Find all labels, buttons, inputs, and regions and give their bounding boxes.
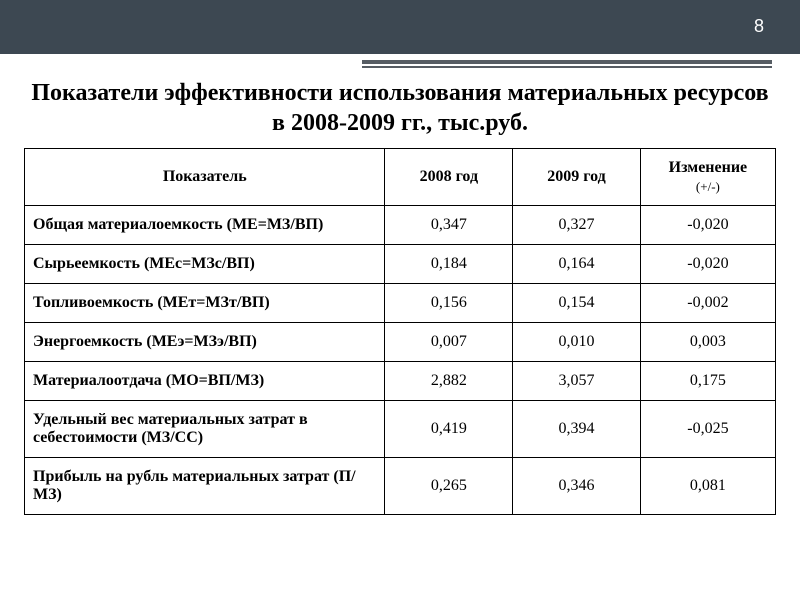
cell-2009: 0,394 [513, 401, 641, 458]
table-row: Энергоемкость (МЕэ=МЗэ/ВП)0,0070,0100,00… [25, 323, 776, 362]
col-header-indicator: Показатель [25, 149, 385, 206]
cell-2008: 0,265 [385, 458, 513, 515]
indicators-table: Показатель 2008 год 2009 год Изменение (… [24, 148, 776, 515]
cell-indicator: Прибыль на рубль материальных затрат (П/… [25, 458, 385, 515]
cell-2008: 0,184 [385, 245, 513, 284]
table-row: Удельный вес материальных затрат в себес… [25, 401, 776, 458]
cell-2009: 0,010 [513, 323, 641, 362]
cell-change: 0,003 [640, 323, 775, 362]
cell-2008: 0,156 [385, 284, 513, 323]
cell-change: -0,025 [640, 401, 775, 458]
col-header-change: Изменение (+/-) [640, 149, 775, 206]
cell-indicator: Общая материалоемкость (МЕ=МЗ/ВП) [25, 206, 385, 245]
table-row: Общая материалоемкость (МЕ=МЗ/ВП)0,3470,… [25, 206, 776, 245]
table-row: Топливоемкость (МЕт=МЗт/ВП)0,1560,154-0,… [25, 284, 776, 323]
cell-change: -0,020 [640, 245, 775, 284]
divider-thin [362, 66, 772, 68]
slide-top-band: 8 [0, 0, 800, 54]
cell-indicator: Материалоотдача (МО=ВП/МЗ) [25, 362, 385, 401]
cell-indicator: Сырьеемкость (МЕс=МЗс/ВП) [25, 245, 385, 284]
table-body: Общая материалоемкость (МЕ=МЗ/ВП)0,3470,… [25, 206, 776, 515]
table-row: Сырьеемкость (МЕс=МЗс/ВП)0,1840,164-0,02… [25, 245, 776, 284]
cell-2009: 3,057 [513, 362, 641, 401]
cell-indicator: Удельный вес материальных затрат в себес… [25, 401, 385, 458]
cell-2009: 0,164 [513, 245, 641, 284]
table-row: Материалоотдача (МО=ВП/МЗ)2,8823,0570,17… [25, 362, 776, 401]
cell-2008: 2,882 [385, 362, 513, 401]
cell-change: -0,020 [640, 206, 775, 245]
cell-2009: 0,327 [513, 206, 641, 245]
cell-2009: 0,154 [513, 284, 641, 323]
col-header-change-label: Изменение [669, 159, 748, 176]
table-header-row: Показатель 2008 год 2009 год Изменение (… [25, 149, 776, 206]
cell-change: -0,002 [640, 284, 775, 323]
col-header-2008: 2008 год [385, 149, 513, 206]
cell-2008: 0,007 [385, 323, 513, 362]
divider-thick [362, 60, 772, 64]
cell-2008: 0,419 [385, 401, 513, 458]
slide-title: Показатели эффективности использования м… [24, 78, 776, 138]
table-row: Прибыль на рубль материальных затрат (П/… [25, 458, 776, 515]
col-header-2009: 2009 год [513, 149, 641, 206]
cell-indicator: Топливоемкость (МЕт=МЗт/ВП) [25, 284, 385, 323]
cell-change: 0,175 [640, 362, 775, 401]
col-header-change-sub: (+/-) [649, 179, 767, 195]
page-number: 8 [754, 16, 764, 37]
cell-change: 0,081 [640, 458, 775, 515]
divider [362, 60, 772, 68]
cell-2009: 0,346 [513, 458, 641, 515]
cell-2008: 0,347 [385, 206, 513, 245]
cell-indicator: Энергоемкость (МЕэ=МЗэ/ВП) [25, 323, 385, 362]
